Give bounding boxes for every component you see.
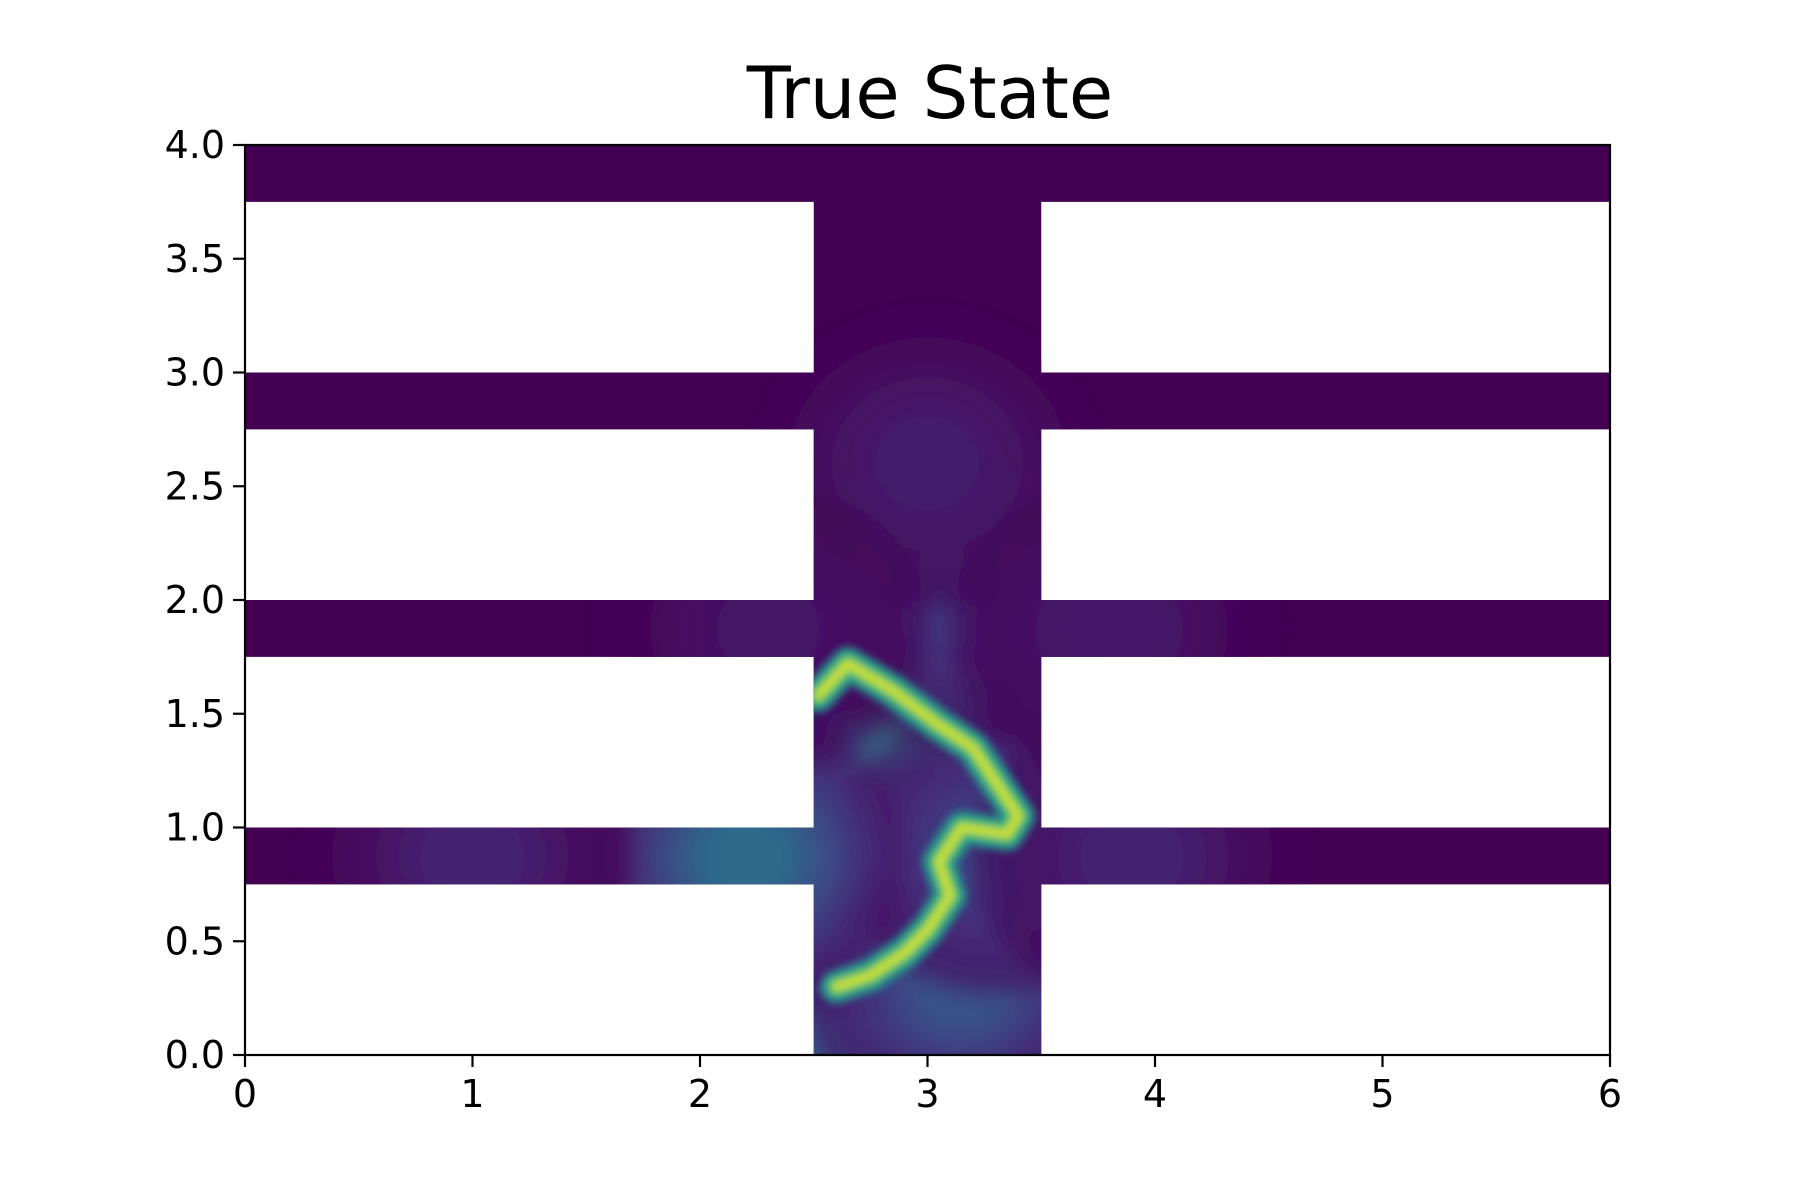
y-tick-label: 3.0: [165, 351, 225, 395]
plume-contour: [1080, 810, 1185, 904]
plume-contour: [1057, 582, 1162, 677]
x-tick-label: 2: [688, 1072, 712, 1116]
x-tick-label: 4: [1143, 1072, 1167, 1116]
y-tick-label: 0.5: [165, 919, 225, 963]
y-tick-label: 1.0: [165, 806, 225, 850]
y-axis-ticks: 0.0 0.5 1.0 1.5 2.0 2.5 3.0 3.5 4.0: [165, 123, 245, 1077]
plume-contour: [875, 416, 980, 511]
plume-contour: [693, 810, 798, 904]
y-tick-label: 2.5: [165, 464, 225, 508]
plume-front: [815, 660, 1022, 990]
chart-title: True State: [746, 51, 1113, 135]
x-tick-label: 5: [1370, 1072, 1394, 1116]
y-tick-label: 0.0: [165, 1033, 225, 1077]
plume-front-layer: [801, 646, 1036, 1004]
x-tick-label: 6: [1598, 1072, 1622, 1116]
y-tick-label: 4.0: [165, 123, 225, 167]
concentration-field: [245, 145, 1610, 1055]
y-tick-label: 2.0: [165, 578, 225, 622]
plume-contour: [420, 810, 525, 904]
y-tick-label: 3.5: [165, 237, 225, 281]
x-axis-ticks: 0 1 2 3 4 5 6: [233, 1055, 1622, 1116]
plume-contour: [716, 582, 821, 677]
x-tick-label: 3: [915, 1072, 939, 1116]
x-tick-label: 1: [460, 1072, 484, 1116]
y-tick-label: 1.5: [165, 692, 225, 736]
x-tick-label: 0: [233, 1072, 257, 1116]
plume-layer: [310, 317, 1295, 1055]
axes: 0 1 2 3 4 5 6 0.0 0.5 1.0 1.5 2.0 2.5 3.0 3.5 4.0: [165, 123, 1623, 1116]
